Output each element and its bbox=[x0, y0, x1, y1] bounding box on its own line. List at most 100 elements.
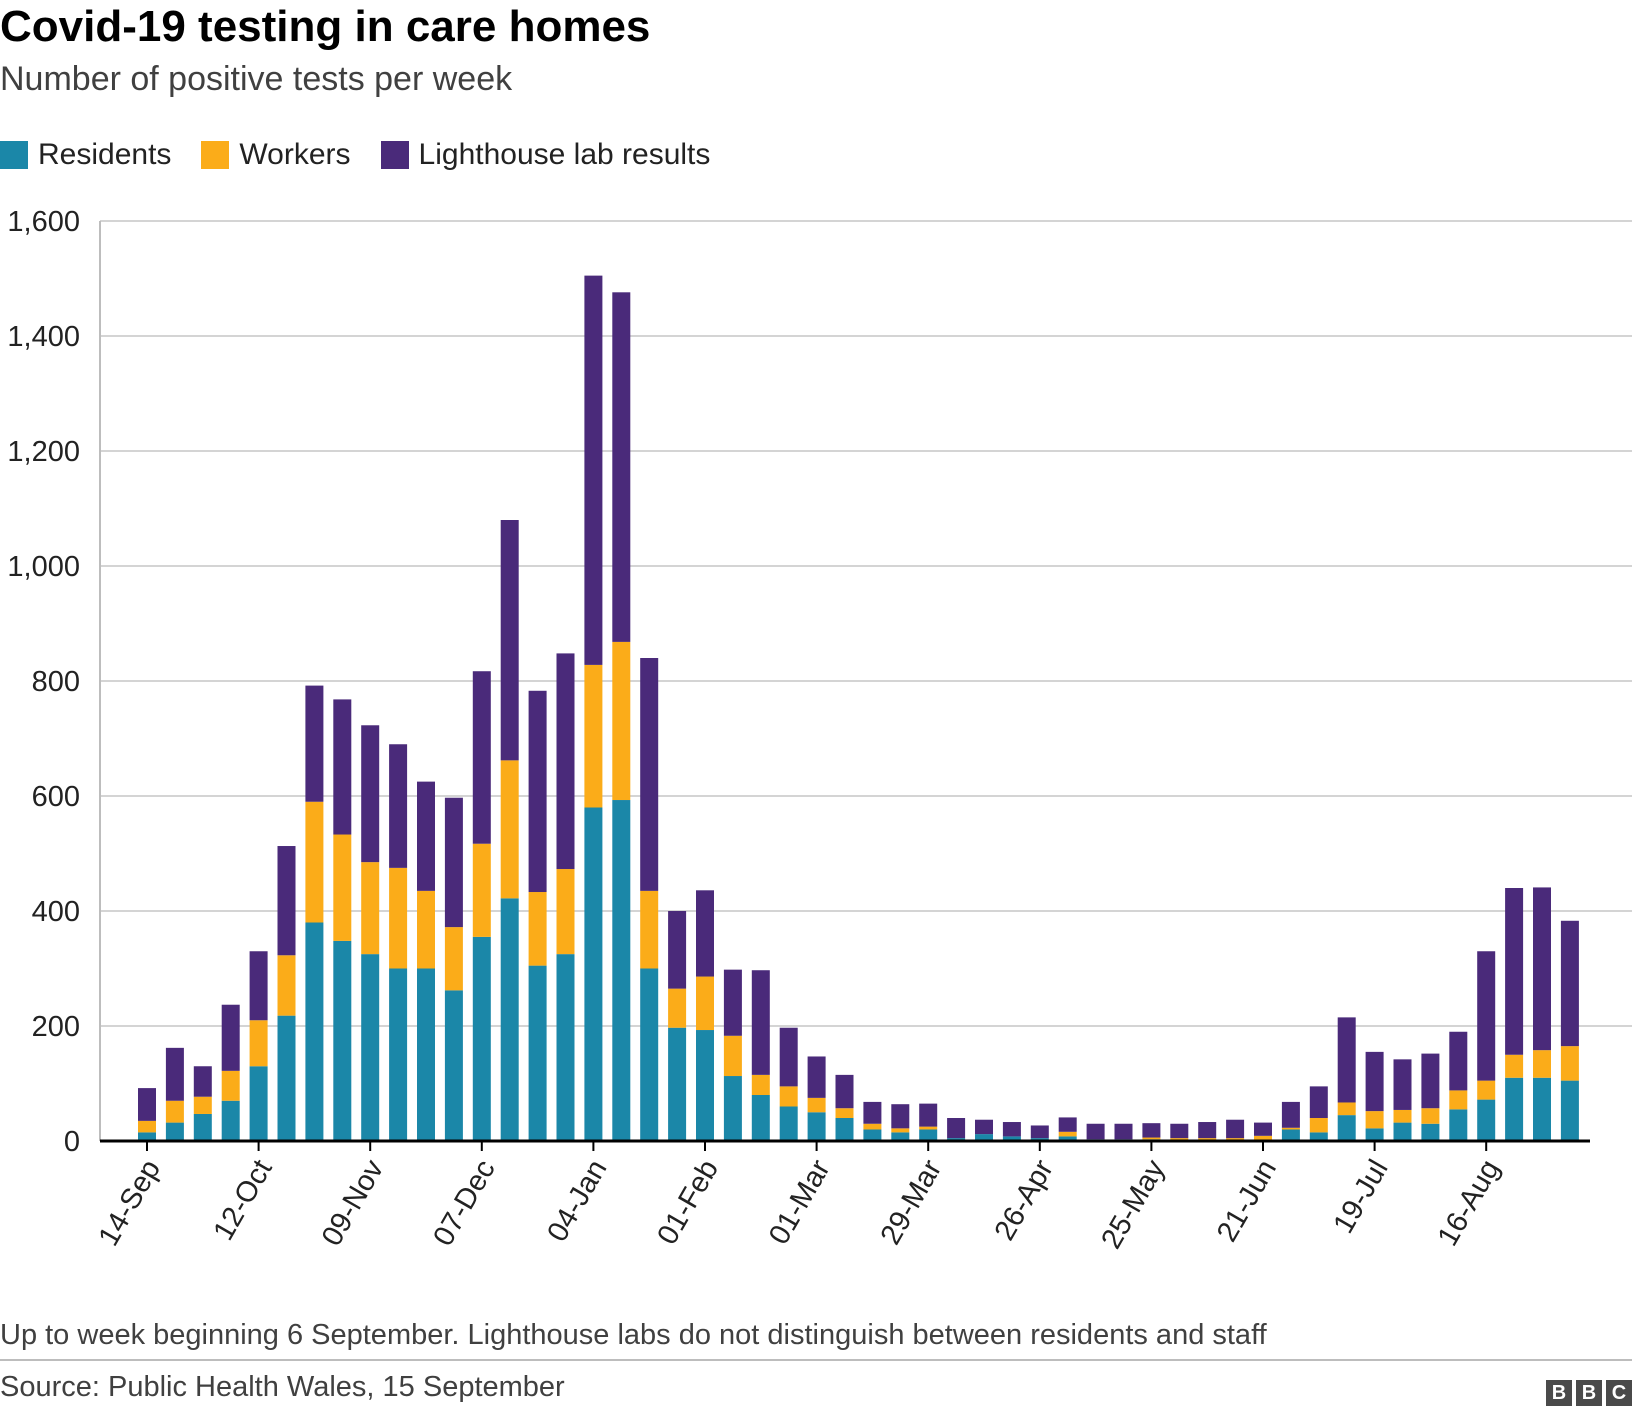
bar-segment-workers bbox=[333, 834, 352, 941]
y-axis-tick-labels: 0 200 400 600 800 1,000 1,200 1,400 1,600 bbox=[7, 206, 80, 1158]
x-tick-label: 19-Jul bbox=[1327, 1155, 1394, 1239]
x-tick-label: 01-Feb bbox=[651, 1155, 725, 1251]
bar-segment-lighthouse-lab-results bbox=[221, 1004, 240, 1071]
footer-divider bbox=[0, 1359, 1632, 1361]
bbc-logo-letter: B bbox=[1546, 1380, 1572, 1406]
legend-label-workers: Workers bbox=[239, 138, 351, 171]
bar-segment-residents bbox=[1449, 1109, 1468, 1141]
bar-segment-workers bbox=[779, 1086, 798, 1107]
bar-segment-residents bbox=[165, 1122, 184, 1141]
bar-segment-workers bbox=[1337, 1102, 1356, 1116]
y-tick-label: 400 bbox=[32, 896, 80, 928]
bar-segment-lighthouse-lab-results bbox=[1254, 1122, 1272, 1136]
bar-segment-workers bbox=[891, 1128, 910, 1133]
bar-segment-lighthouse-lab-results bbox=[723, 969, 742, 1036]
bar-segment-workers bbox=[165, 1100, 184, 1123]
bar-segment-workers bbox=[1365, 1111, 1384, 1129]
bar-segment-lighthouse-lab-results bbox=[584, 275, 603, 665]
bar-segment-lighthouse-lab-results bbox=[138, 1088, 156, 1121]
bar-segment-workers bbox=[249, 1020, 268, 1067]
bar-segment-residents bbox=[1309, 1132, 1328, 1141]
legend-swatch-lighthouse bbox=[380, 141, 409, 169]
bar-segment-residents bbox=[612, 800, 631, 1141]
bar-segment-residents bbox=[1421, 1123, 1440, 1141]
bar-segment-lighthouse-lab-results bbox=[1309, 1086, 1328, 1118]
bar-segment-workers bbox=[1449, 1090, 1468, 1110]
bar-segment-residents bbox=[138, 1132, 156, 1141]
bar-segment-lighthouse-lab-results bbox=[1058, 1117, 1077, 1132]
source-text: Source: Public Health Wales, 15 Septembe… bbox=[0, 1371, 565, 1403]
bar-segment-residents bbox=[1533, 1077, 1551, 1141]
bar-segment-workers bbox=[807, 1097, 826, 1113]
bar-segment-lighthouse-lab-results bbox=[1449, 1031, 1468, 1091]
bar-segment-residents bbox=[835, 1118, 854, 1141]
bar-segment-residents bbox=[975, 1134, 993, 1141]
bar-segment-lighthouse-lab-results bbox=[417, 781, 435, 891]
y-tick-label: 1,600 bbox=[7, 206, 80, 238]
bar-segment-residents bbox=[444, 990, 463, 1141]
bar-segment-residents bbox=[1058, 1136, 1077, 1141]
bar-segment-lighthouse-lab-results bbox=[919, 1103, 938, 1127]
bar-segment-workers bbox=[1421, 1108, 1440, 1124]
bar-segment-lighthouse-lab-results bbox=[1477, 951, 1496, 1081]
bar-segment-residents bbox=[305, 922, 324, 1141]
bar-segment-workers bbox=[919, 1126, 938, 1130]
legend-swatch-residents bbox=[0, 141, 28, 169]
bar-segment-workers bbox=[612, 641, 631, 801]
bar-segment-workers bbox=[835, 1108, 854, 1118]
bar-segment-lighthouse-lab-results bbox=[444, 797, 463, 928]
y-tick-label: 800 bbox=[32, 666, 80, 698]
bar-segment-workers bbox=[1533, 1050, 1551, 1078]
bar-segment-residents bbox=[249, 1066, 268, 1141]
bar-segment-lighthouse-lab-results bbox=[556, 653, 575, 870]
bar-segment-residents bbox=[500, 898, 519, 1141]
bar-segment-residents bbox=[193, 1113, 212, 1141]
bar-segment-residents bbox=[389, 968, 408, 1141]
bar-segment-residents bbox=[1560, 1080, 1579, 1141]
bar-segment-lighthouse-lab-results bbox=[612, 292, 631, 642]
x-tick-label: 29-Mar bbox=[875, 1154, 949, 1250]
bar-segment-lighthouse-lab-results bbox=[975, 1119, 993, 1135]
gridlines bbox=[100, 220, 1632, 1027]
bar-segment-workers bbox=[500, 760, 519, 899]
bar-segment-residents bbox=[361, 954, 380, 1141]
legend-item-lighthouse: Lighthouse lab results bbox=[380, 138, 711, 172]
bar-segment-residents bbox=[528, 965, 547, 1141]
bar-segment-lighthouse-lab-results bbox=[1086, 1123, 1105, 1140]
bar-segment-lighthouse-lab-results bbox=[1114, 1123, 1133, 1140]
legend-label-lighthouse: Lighthouse lab results bbox=[418, 138, 711, 171]
bar-segment-lighthouse-lab-results bbox=[779, 1027, 798, 1087]
bar-segment-lighthouse-lab-results bbox=[1030, 1125, 1049, 1139]
bar-segment-residents bbox=[472, 936, 491, 1141]
bar-segment-lighthouse-lab-results bbox=[1533, 887, 1551, 1051]
bar-segment-residents bbox=[891, 1132, 910, 1141]
bar-segment-workers bbox=[556, 869, 575, 955]
bar-segment-workers bbox=[863, 1123, 882, 1130]
bar-segment-workers bbox=[193, 1096, 212, 1114]
bar-segment-lighthouse-lab-results bbox=[1281, 1101, 1300, 1128]
bar-segment-lighthouse-lab-results bbox=[1365, 1051, 1384, 1112]
bar-segment-lighthouse-lab-results bbox=[1170, 1123, 1189, 1139]
bar-segment-lighthouse-lab-results bbox=[835, 1074, 854, 1109]
x-tick-label: 21-Jun bbox=[1211, 1155, 1283, 1248]
bar-segment-workers bbox=[668, 988, 687, 1028]
bar-segment-workers bbox=[361, 862, 380, 955]
bar-segment-lighthouse-lab-results bbox=[1002, 1122, 1021, 1137]
bar-segment-lighthouse-lab-results bbox=[640, 658, 659, 891]
bar-segment-workers bbox=[1170, 1138, 1189, 1140]
bar-segment-workers bbox=[1142, 1137, 1161, 1140]
y-tick-label: 600 bbox=[32, 781, 80, 813]
x-tick-label: 07-Dec bbox=[427, 1155, 501, 1252]
bar-segment-workers bbox=[1254, 1135, 1272, 1140]
bar-segment-lighthouse-lab-results bbox=[1226, 1119, 1245, 1139]
x-tick-label: 26-Apr bbox=[989, 1154, 1060, 1246]
bar-segment-workers bbox=[640, 890, 659, 969]
bar-segment-lighthouse-lab-results bbox=[165, 1047, 184, 1101]
bar-segment-workers bbox=[1309, 1118, 1328, 1133]
bar-segment-workers bbox=[1198, 1138, 1217, 1140]
bar-segment-residents bbox=[1337, 1115, 1356, 1141]
legend-item-workers: Workers bbox=[201, 138, 351, 172]
bar-segment-residents bbox=[807, 1112, 826, 1141]
legend-swatch-workers bbox=[201, 141, 230, 169]
bar-segment-lighthouse-lab-results bbox=[807, 1056, 826, 1098]
